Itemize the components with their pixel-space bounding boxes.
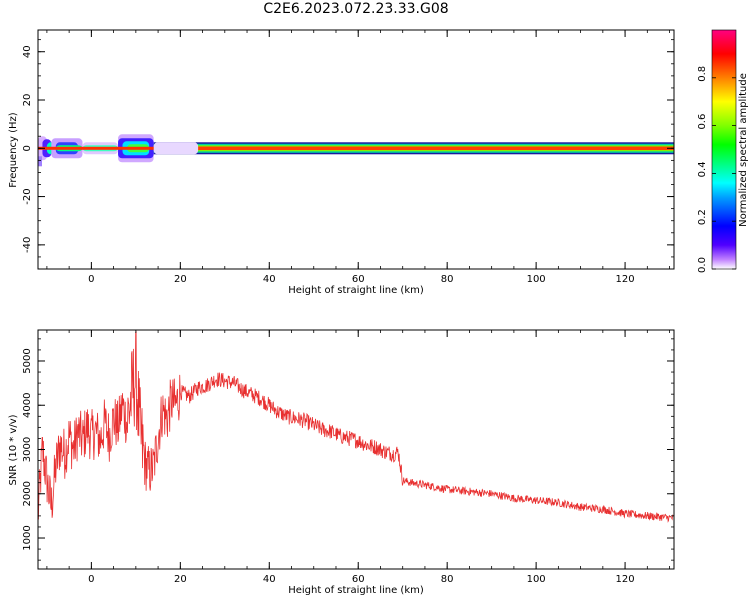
colorbar bbox=[711, 29, 737, 270]
band-core bbox=[153, 146, 674, 151]
spectrogram-x-tick-label: 80 bbox=[441, 274, 454, 285]
snr-y-tick-label: 4000 bbox=[22, 393, 33, 418]
snr-y-tick-label: 1000 bbox=[22, 525, 33, 550]
snr-x-tick-label: 100 bbox=[527, 574, 546, 585]
snr-y-tick-label: 5000 bbox=[22, 348, 33, 373]
spectrogram-frame bbox=[37, 29, 675, 270]
spectrogram-x-tick-label: 40 bbox=[263, 274, 276, 285]
spectrogram-panel bbox=[38, 134, 674, 167]
snr-y-tick-label: 2000 bbox=[22, 481, 33, 506]
snr-x-axis-label: Height of straight line (km) bbox=[288, 585, 424, 596]
colorbar-tick-label: 0.6 bbox=[697, 114, 708, 130]
snr-x-tick-label: 0 bbox=[88, 574, 94, 585]
figure-title: C2E6.2023.072.23.33.G08 bbox=[263, 1, 449, 17]
colorbar-tick-label: 0.2 bbox=[697, 209, 708, 225]
snr-x-tick-label: 40 bbox=[263, 574, 276, 585]
spectrogram-x-tick-label: 20 bbox=[174, 274, 187, 285]
spectrogram-y-tick-label: 40 bbox=[22, 45, 33, 58]
spectral-band bbox=[38, 134, 674, 167]
colorbar-ticks: 0.0 0.2 0.4 0.6 0.8 bbox=[697, 66, 736, 273]
spectrogram-x-tick-label: 120 bbox=[616, 274, 635, 285]
colorbar-label: Normalized spectral amplitude bbox=[738, 73, 749, 227]
snr-x-tick-label: 60 bbox=[352, 574, 365, 585]
band-blob bbox=[153, 142, 199, 155]
spectrogram-x-axis-label: Height of straight line (km) bbox=[288, 285, 424, 296]
snr-x-tick-label: 120 bbox=[616, 574, 635, 585]
snr-y-tick-label: 3000 bbox=[22, 437, 33, 462]
snr-y-ticks: 1000 2000 3000 4000 5000 bbox=[22, 338, 674, 561]
spectrogram-x-tick-label: 0 bbox=[88, 274, 94, 285]
spectrogram-x-tick-label: 60 bbox=[352, 274, 365, 285]
snr-x-ticks: 0 20 40 60 80 100 120 bbox=[46, 330, 670, 585]
spectrogram-y-tick-label: -40 bbox=[22, 237, 33, 253]
spectrogram-y-ticks: -40 -20 0 20 40 bbox=[22, 39, 674, 270]
snr-x-tick-label: 80 bbox=[441, 574, 454, 585]
spectrogram-y-axis-label: Frequency (Hz) bbox=[8, 112, 19, 188]
snr-series-line bbox=[38, 330, 674, 523]
spectrogram-x-tick-label: 100 bbox=[527, 274, 546, 285]
spectrogram-y-tick-label: 0 bbox=[22, 145, 33, 151]
colorbar-tick-label: 0.0 bbox=[697, 257, 708, 273]
spectrogram-y-tick-label: -20 bbox=[22, 188, 33, 204]
snr-x-tick-label: 20 bbox=[174, 574, 187, 585]
spectrogram-y-tick-label: 20 bbox=[22, 94, 33, 107]
band-core-early bbox=[38, 146, 154, 150]
colorbar-tick-label: 0.4 bbox=[697, 161, 708, 177]
colorbar-tick-label: 0.8 bbox=[697, 66, 708, 82]
snr-y-axis-label: SNR (10 * v/v) bbox=[8, 414, 19, 485]
spectrogram-x-ticks: 0 20 40 60 80 100 120 bbox=[46, 30, 670, 285]
band-blob bbox=[38, 156, 42, 167]
